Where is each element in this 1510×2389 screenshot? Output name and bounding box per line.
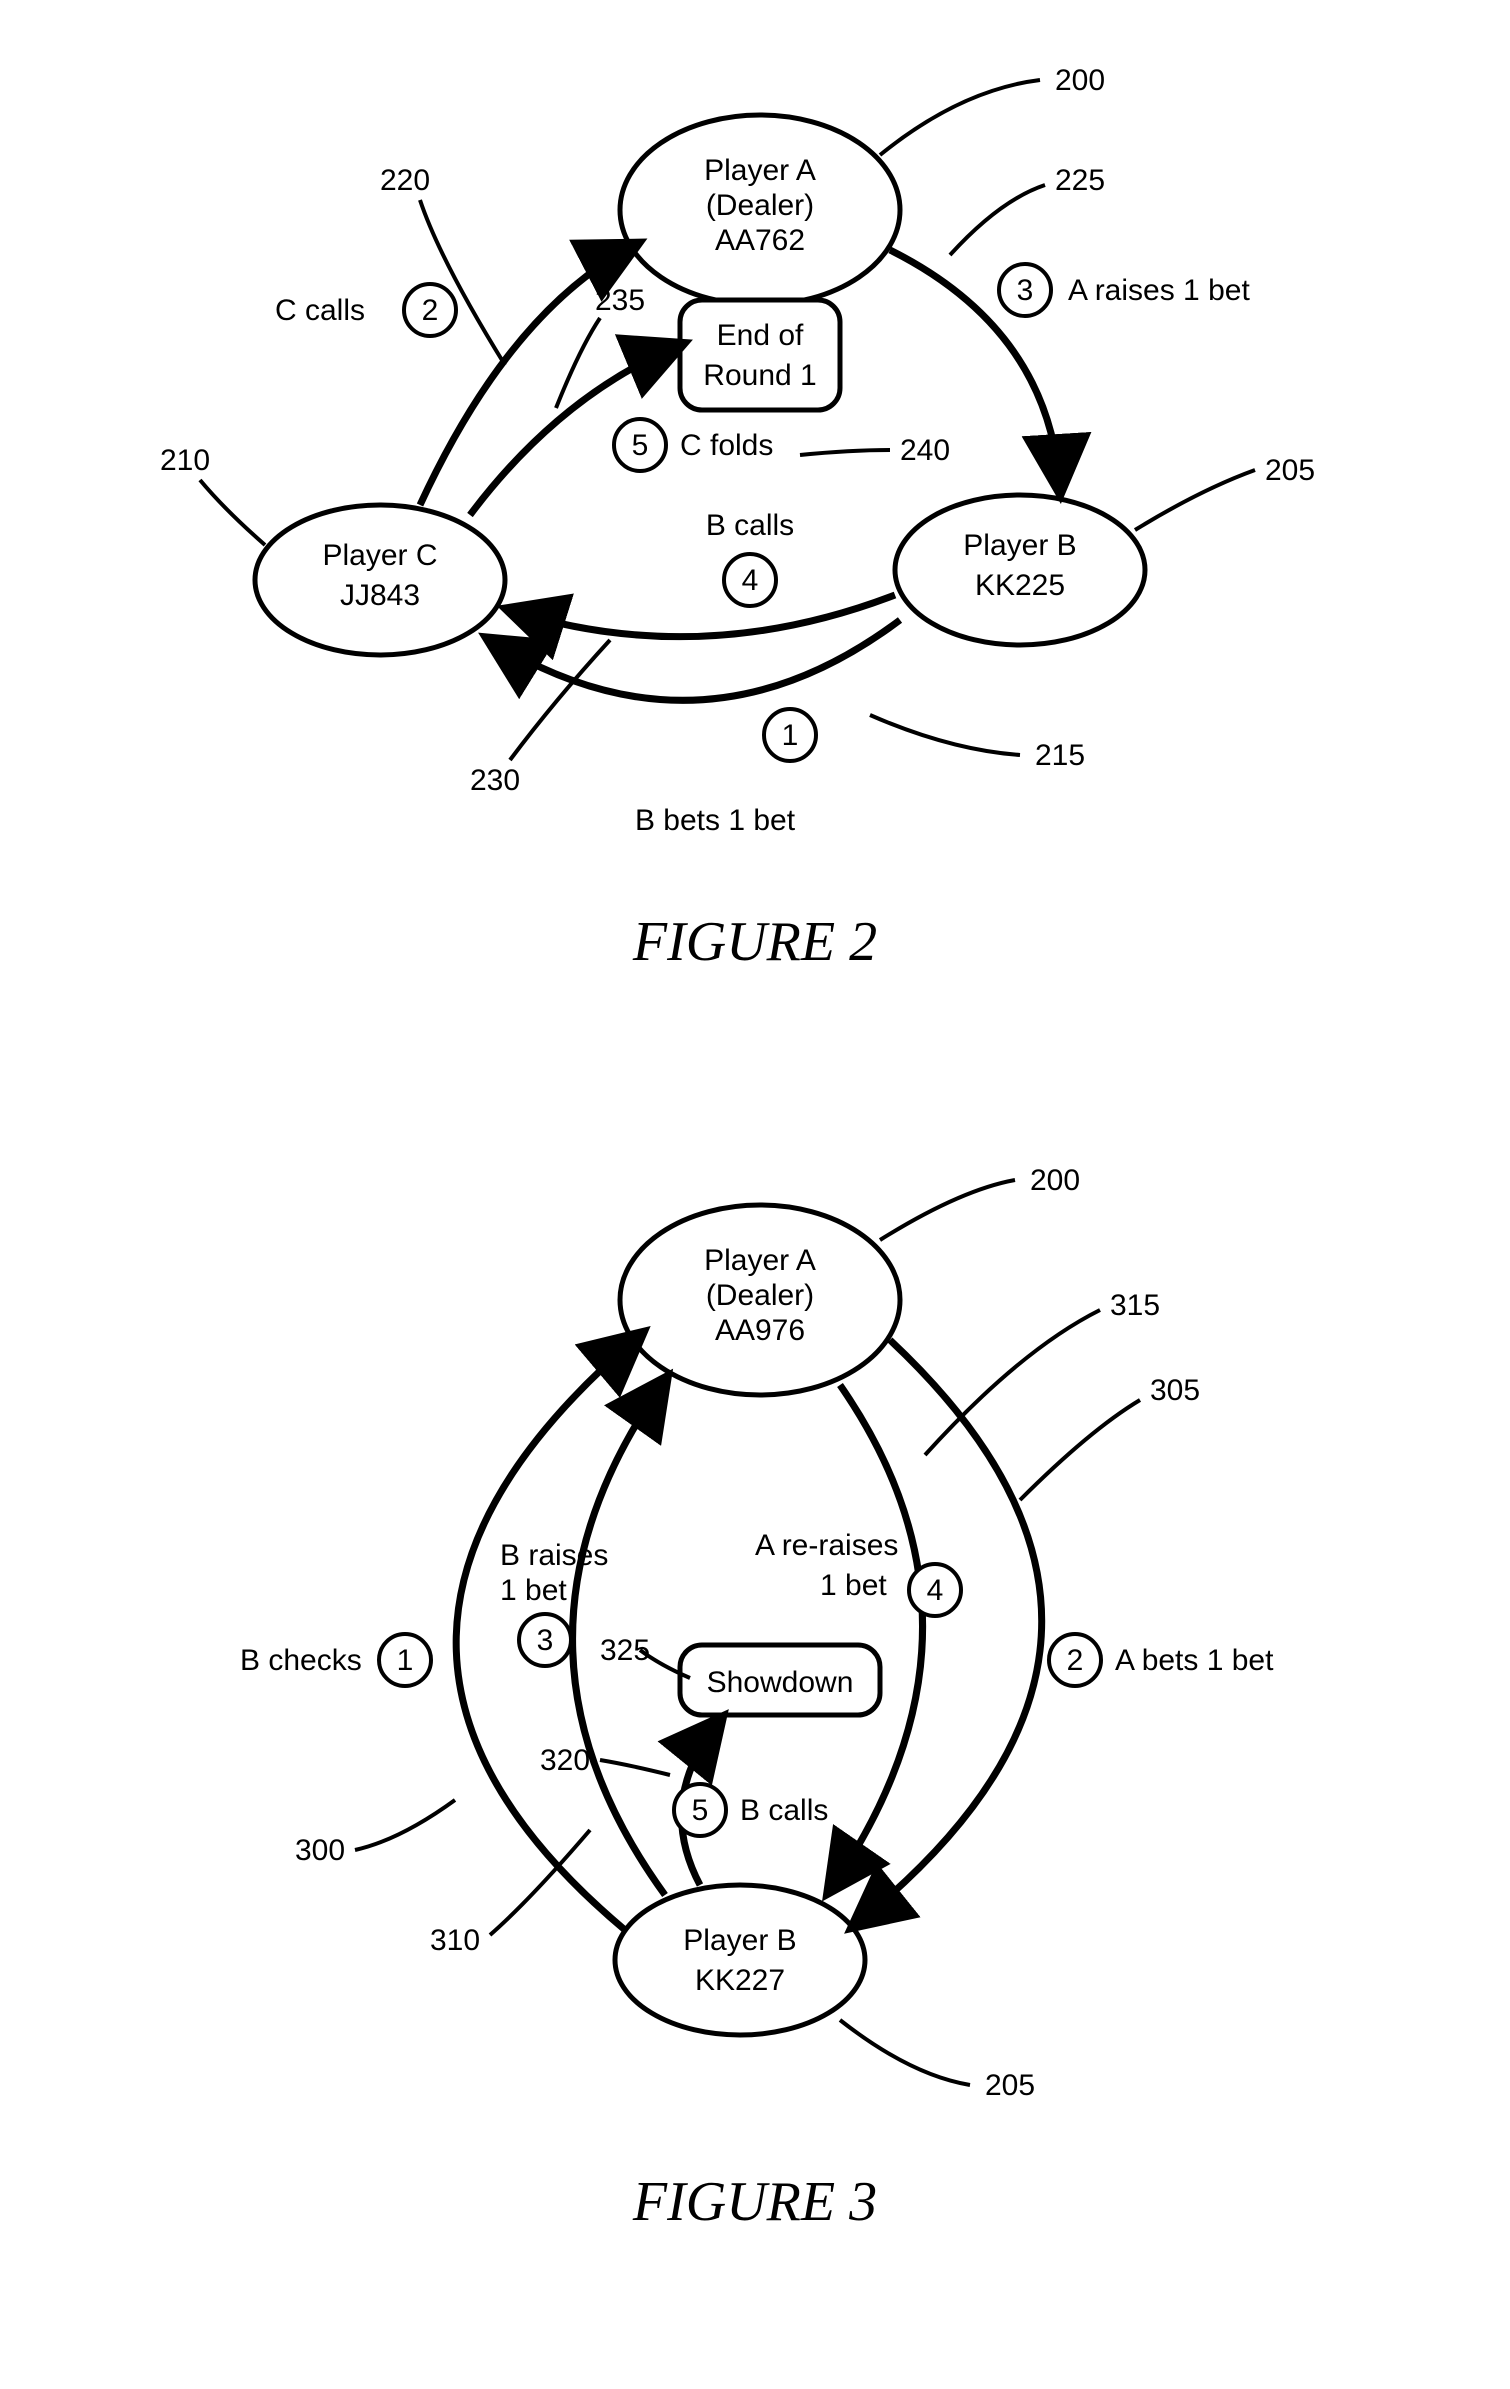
node-player-a-l3: AA762 [715,224,805,257]
ref-200-leader [880,80,1040,155]
ref-215-leader [870,715,1020,755]
svg-text:5: 5 [692,1794,709,1827]
edge3-4-label-a: A re-raises [755,1529,898,1562]
node-player-a-l2: (Dealer) [706,189,814,222]
ref-240-leader [800,450,890,455]
ref-230-label: 230 [470,764,520,797]
edge-3-step: 3 [999,264,1051,316]
ref3-300-label: 300 [295,1834,345,1867]
node-end-l1: End of [717,319,804,352]
ref3-320-leader [600,1760,670,1775]
edge3-1-label: B checks [240,1644,362,1677]
ref3-315-leader [925,1310,1100,1455]
ref3-325-label: 325 [600,1634,650,1667]
node-player-b: Player B KK225 [895,495,1145,645]
edge-3-label: A raises 1 bet [1068,274,1250,307]
ref3-305-label: 305 [1150,1374,1200,1407]
ref-225-leader [950,185,1045,255]
ref3-315-label: 315 [1110,1289,1160,1322]
figure-2-title: FIGURE 2 [632,911,877,973]
edge-4-arrow [510,595,895,637]
svg-text:5: 5 [632,429,649,462]
ref-240-label: 240 [900,434,950,467]
edge-4-label: B calls [706,509,794,542]
node3-b-l1: Player B [683,1924,796,1957]
node3-player-b: Player B KK227 [615,1885,865,2035]
svg-text:3: 3 [537,1624,554,1657]
ref-210-leader [200,480,265,545]
ref3-310-label: 310 [430,1924,480,1957]
edge3-3-label-b: 1 bet [500,1574,567,1607]
node3-a-l1: Player A [704,1244,816,1277]
edge3-2-label: A bets 1 bet [1115,1644,1274,1677]
node-player-b-l1: Player B [963,529,1076,562]
node3-showdown: Showdown [680,1645,880,1715]
edge3-2-step: 2 [1049,1634,1101,1686]
ref-205-leader [1135,470,1255,530]
figure-3: Player A (Dealer) AA976 200 Player B KK2… [240,1164,1274,2233]
node3-a-l2: (Dealer) [706,1279,814,1312]
edge-1-step: 1 [764,709,816,761]
node-player-c: Player C JJ843 [255,505,505,655]
svg-text:1: 1 [397,1644,414,1677]
edge-2-label: C calls [275,294,365,327]
edge3-4-label-b: 1 bet [820,1569,887,1602]
svg-text:1: 1 [782,719,799,752]
ref3-200-leader [880,1180,1015,1240]
node-player-c-l1: Player C [322,539,437,572]
edge-5-step: 5 [614,419,666,471]
diagram-svg: Player A (Dealer) AA762 200 Player B KK2… [0,0,1510,2389]
node-end-l2: Round 1 [703,359,816,392]
ref-235-label: 235 [595,284,645,317]
figure-3-title: FIGURE 3 [632,2171,877,2233]
svg-text:4: 4 [742,564,759,597]
node-player-c-l2: JJ843 [340,579,420,612]
node-end-round1: End of Round 1 [680,300,840,410]
edge3-3-label-a: B raises [500,1539,608,1572]
ref-225-label: 225 [1055,164,1105,197]
svg-text:2: 2 [422,294,439,327]
node-player-b-l2: KK225 [975,569,1065,602]
figure-2: Player A (Dealer) AA762 200 Player B KK2… [160,64,1315,973]
node3-b-l2: KK227 [695,1964,785,1997]
ref-220-label: 220 [380,164,430,197]
ref3-300-leader [355,1800,455,1850]
ref-215-label: 215 [1035,739,1085,772]
page: Player A (Dealer) AA762 200 Player B KK2… [0,0,1510,2389]
edge-1-arrow [490,620,900,700]
svg-text:2: 2 [1067,1644,1084,1677]
ref3-305-leader [1020,1400,1140,1500]
node-player-a-l1: Player A [704,154,816,187]
node3-showdown-l1: Showdown [707,1666,854,1699]
edge3-4-arrow [830,1385,923,1890]
ref-200-label: 200 [1055,64,1105,97]
edge-4-step: 4 [724,554,776,606]
node3-a-l3: AA976 [715,1314,805,1347]
ref-205-label: 205 [1265,454,1315,487]
edge-1-label: B bets 1 bet [635,804,796,837]
svg-text:3: 3 [1017,274,1034,307]
ref-210-label: 210 [160,444,210,477]
ref3-200-label: 200 [1030,1164,1080,1197]
edge3-3-step: 3 [519,1614,571,1666]
edge3-5-step: 5 [674,1784,726,1836]
ref3-205-label: 205 [985,2069,1035,2102]
node-player-a: Player A (Dealer) AA762 [620,115,900,305]
edge-5-label: C folds [680,429,773,462]
ref3-320-label: 320 [540,1744,590,1777]
node3-player-a: Player A (Dealer) AA976 [620,1205,900,1395]
edge3-5-label: B calls [740,1794,828,1827]
edge3-4-step: 4 [909,1564,961,1616]
svg-text:4: 4 [927,1574,944,1607]
ref3-205-leader [840,2020,970,2085]
edge3-1-step: 1 [379,1634,431,1686]
edge-2-step: 2 [404,284,456,336]
